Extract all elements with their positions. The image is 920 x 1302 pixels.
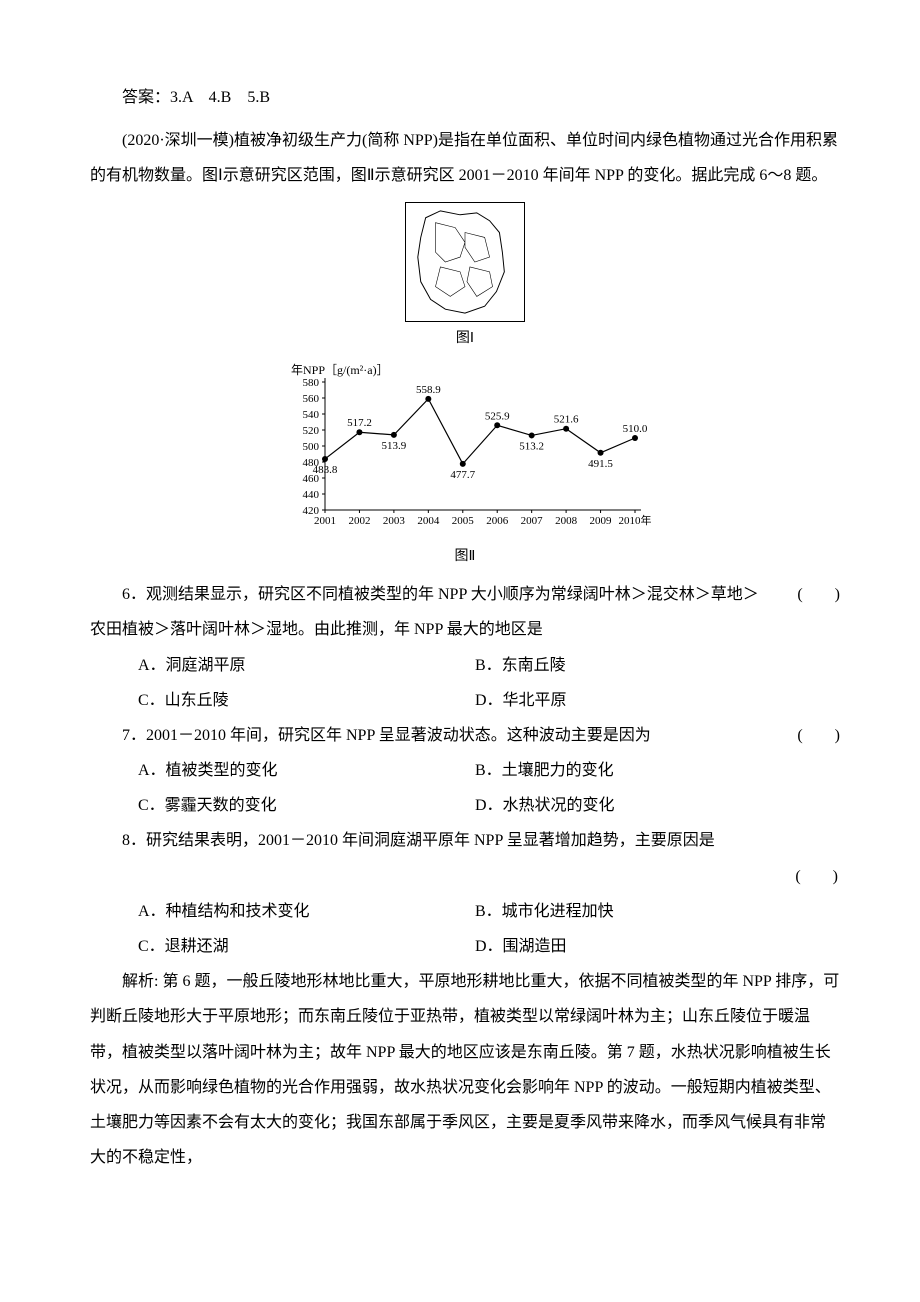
svg-text:2002: 2002 (348, 515, 370, 527)
svg-text:2010年: 2010年 (619, 513, 652, 527)
svg-text:2009: 2009 (590, 515, 613, 527)
svg-text:558.9: 558.9 (416, 384, 441, 396)
svg-text:580: 580 (303, 377, 320, 389)
svg-text:491.5: 491.5 (588, 458, 613, 470)
svg-text:500: 500 (303, 441, 320, 453)
q7-option-b: B．土壤肥力的变化 (475, 753, 812, 788)
q8-option-a: A．种植结构和技术变化 (138, 894, 475, 929)
explanation-text: 第 6 题，一般丘陵地形林地比重大，平原地形耕地比重大，依据不同植被类型的年 N… (90, 973, 839, 1166)
question-8-options: A．种植结构和技术变化 B．城市化进程加快 C．退耕还湖 D．围湖造田 (90, 894, 840, 964)
svg-text:2008: 2008 (555, 515, 578, 527)
svg-text:2005: 2005 (452, 515, 475, 527)
svg-text:2004: 2004 (417, 515, 440, 527)
q7-option-a: A．植被类型的变化 (138, 753, 475, 788)
svg-text:513.2: 513.2 (519, 441, 544, 453)
question-7: 7．2001－2010 年间，研究区年 NPP 呈显著波动状态。这种波动主要是因… (90, 718, 840, 753)
figure-2-caption: 图Ⅱ (275, 542, 655, 573)
question-8-paren: ( ) (90, 859, 840, 894)
svg-text:2003: 2003 (383, 515, 406, 527)
question-7-paren: ( ) (759, 718, 840, 753)
svg-text:540: 540 (303, 409, 320, 421)
passage-source: (2020·深圳一模) (122, 132, 234, 149)
q8-option-d: D．围湖造田 (475, 929, 812, 964)
svg-text:517.2: 517.2 (347, 418, 372, 430)
figure-1: 图Ⅰ (405, 202, 525, 355)
question-6-text: 6．观测结果显示，研究区不同植被类型的年 NPP 大小顺序为常绿阔叶林＞混交林＞… (90, 577, 759, 647)
svg-text:525.9: 525.9 (485, 411, 510, 423)
question-6-paren: ( ) (759, 577, 840, 647)
npp-line-chart: 年NPP［g/(m²·a)］42044046048050052054056058… (275, 360, 655, 540)
figures-container: 图Ⅰ 年NPP［g/(m²·a)］42044046048050052054056… (90, 202, 840, 574)
q7-option-d: D．水热状况的变化 (475, 788, 812, 823)
q6-option-a: A．洞庭湖平原 (138, 648, 475, 683)
question-6: 6．观测结果显示，研究区不同植被类型的年 NPP 大小顺序为常绿阔叶林＞混交林＞… (90, 577, 840, 647)
q7-option-c: C．雾霾天数的变化 (138, 788, 475, 823)
question-7-options: A．植被类型的变化 B．土壤肥力的变化 C．雾霾天数的变化 D．水热状况的变化 (90, 753, 840, 823)
q6-option-c: C．山东丘陵 (138, 683, 475, 718)
svg-text:521.6: 521.6 (554, 414, 579, 426)
svg-text:477.7: 477.7 (450, 469, 475, 481)
svg-text:年NPP［g/(m²·a)］: 年NPP［g/(m²·a)］ (291, 363, 389, 377)
answer-line: 答案：3.A 4.B 5.B (90, 80, 840, 115)
question-8-text: 8．研究结果表明，2001－2010 年间洞庭湖平原年 NPP 呈显著增加趋势，… (90, 823, 840, 858)
svg-text:513.9: 513.9 (382, 440, 407, 452)
q6-option-d: D．华北平原 (475, 683, 812, 718)
question-7-text: 7．2001－2010 年间，研究区年 NPP 呈显著波动状态。这种波动主要是因… (90, 718, 759, 753)
q8-option-b: B．城市化进程加快 (475, 894, 812, 929)
figure-2: 年NPP［g/(m²·a)］42044046048050052054056058… (275, 360, 655, 573)
svg-text:483.8: 483.8 (313, 464, 338, 476)
svg-text:2001: 2001 (314, 515, 336, 527)
svg-text:520: 520 (303, 425, 320, 437)
svg-text:440: 440 (303, 489, 320, 501)
svg-text:560: 560 (303, 393, 320, 405)
svg-text:2006: 2006 (486, 515, 509, 527)
explanation: 解析: 第 6 题，一般丘陵地形林地比重大，平原地形耕地比重大，依据不同植被类型… (90, 964, 840, 1175)
question-6-options: A．洞庭湖平原 B．东南丘陵 C．山东丘陵 D．华北平原 (90, 648, 840, 718)
passage: (2020·深圳一模)植被净初级生产力(简称 NPP)是指在单位面积、单位时间内… (90, 123, 840, 193)
svg-text:510.0: 510.0 (623, 423, 648, 435)
map-outline (405, 202, 525, 322)
q8-option-c: C．退耕还湖 (138, 929, 475, 964)
figure-1-caption: 图Ⅰ (405, 324, 525, 355)
svg-text:2007: 2007 (521, 515, 544, 527)
explanation-prefix: 解析: (122, 973, 158, 990)
q6-option-b: B．东南丘陵 (475, 648, 812, 683)
